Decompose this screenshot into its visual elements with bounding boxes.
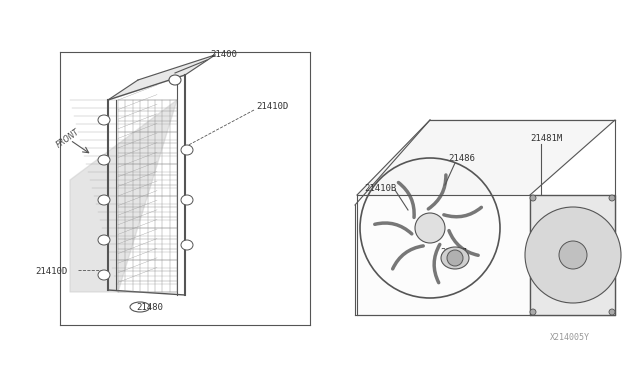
FancyArrowPatch shape (586, 238, 606, 244)
Text: 21410B: 21410B (364, 183, 396, 192)
Ellipse shape (441, 247, 469, 269)
Text: 21407: 21407 (440, 247, 467, 257)
FancyArrowPatch shape (550, 271, 566, 285)
Text: 21410D: 21410D (35, 267, 67, 276)
Ellipse shape (98, 270, 110, 280)
FancyArrowPatch shape (375, 223, 412, 234)
Polygon shape (108, 55, 215, 100)
Ellipse shape (169, 75, 181, 85)
Circle shape (525, 207, 621, 303)
FancyArrowPatch shape (444, 207, 481, 217)
Ellipse shape (98, 155, 110, 165)
FancyArrowPatch shape (399, 183, 414, 217)
Ellipse shape (181, 240, 193, 250)
Text: 21480: 21480 (136, 304, 163, 312)
Circle shape (447, 250, 463, 266)
Ellipse shape (181, 145, 193, 155)
Ellipse shape (98, 195, 110, 205)
Text: 21410A: 21410A (568, 235, 600, 244)
Circle shape (530, 309, 536, 315)
Circle shape (559, 241, 587, 269)
FancyArrowPatch shape (536, 255, 556, 260)
FancyArrowPatch shape (572, 218, 580, 238)
Circle shape (609, 309, 615, 315)
Circle shape (609, 195, 615, 201)
FancyBboxPatch shape (530, 195, 615, 315)
Text: 21400: 21400 (210, 49, 237, 58)
FancyArrowPatch shape (549, 227, 559, 245)
FancyArrowPatch shape (428, 175, 446, 209)
FancyArrowPatch shape (579, 270, 582, 291)
Circle shape (530, 195, 536, 201)
Text: X214005Y: X214005Y (550, 333, 590, 342)
FancyArrowPatch shape (449, 231, 478, 255)
Polygon shape (357, 120, 615, 195)
FancyArrowPatch shape (434, 244, 440, 283)
Ellipse shape (98, 115, 110, 125)
Ellipse shape (181, 195, 193, 205)
Text: 21481M: 21481M (530, 134, 563, 142)
Ellipse shape (98, 235, 110, 245)
Polygon shape (357, 195, 530, 315)
Text: 21486: 21486 (448, 154, 475, 163)
Text: 21410D: 21410D (256, 102, 288, 110)
FancyArrowPatch shape (590, 257, 607, 270)
Circle shape (415, 213, 445, 243)
Text: FRONT: FRONT (55, 128, 81, 150)
Polygon shape (70, 100, 177, 292)
Ellipse shape (130, 302, 150, 312)
FancyArrowPatch shape (393, 246, 423, 269)
